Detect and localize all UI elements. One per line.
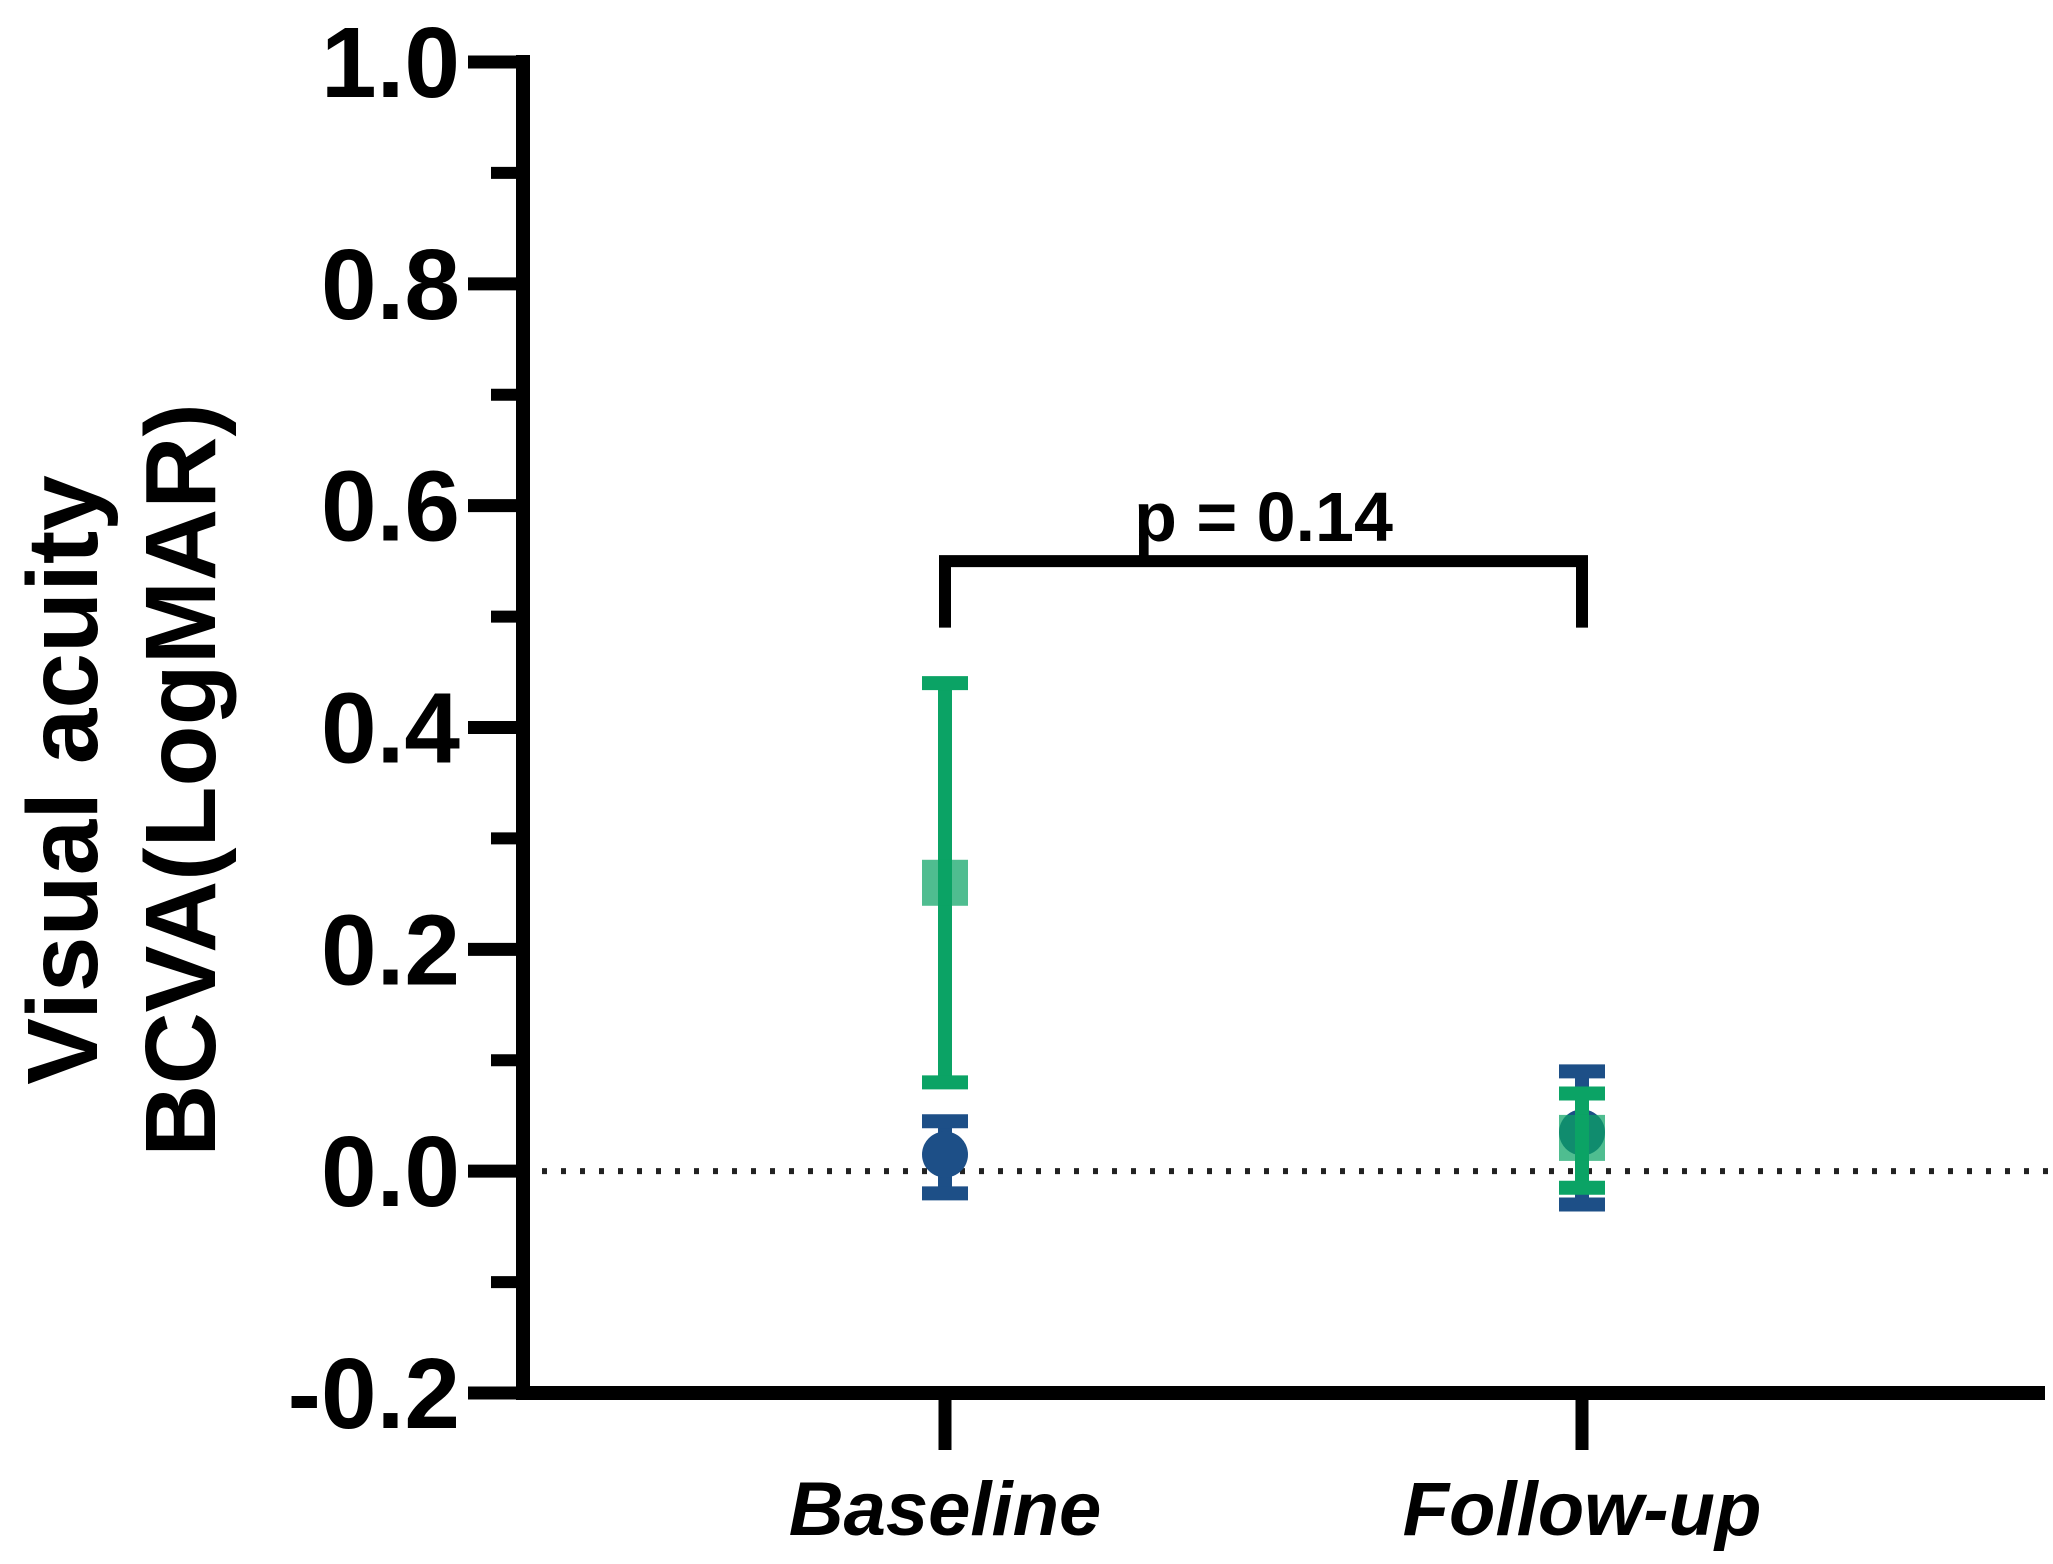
x-axis [516,1386,2045,1450]
y-axis-title-line2: BCVA(LogMAR) [125,403,237,1157]
y-tick-label: -0.2 [288,1338,460,1450]
y-tick-label: 1.0 [321,7,460,119]
y-tick-label: 0.6 [321,451,460,563]
x-tick-label-1: Follow-up [1403,1467,1762,1552]
y-tick-label: 0.8 [321,229,460,341]
x-tick-labels: Baseline Follow-up [789,1467,1762,1552]
y-tick-labels: 1.0 0.8 0.6 0.4 0.2 0.0 -0.2 [288,7,461,1450]
bracket-path [939,555,1588,628]
x-tick-label-0: Baseline [789,1467,1102,1552]
p-value-label: p = 0.14 [1134,478,1393,556]
y-axis-title-line1: Visual acuity [7,475,119,1085]
green-square-series-marker [922,859,968,906]
significance-bracket: p = 0.14 [939,478,1588,628]
y-tick-label: 0.4 [321,673,460,785]
blue-circle-series-marker [922,1131,968,1178]
green-square-series-marker [1559,1114,1605,1161]
y-axis-title: Visual acuity BCVA(LogMAR) [7,403,237,1157]
series-layer [922,676,1605,1212]
y-tick-label: 0.0 [321,1116,460,1228]
y-axis [468,55,530,1400]
y-tick-label: 0.2 [321,894,460,1006]
